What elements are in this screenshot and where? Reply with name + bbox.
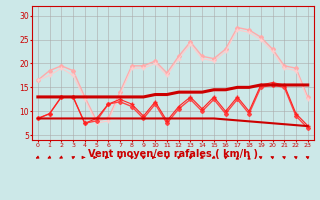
X-axis label: Vent moyen/en rafales ( km/h ): Vent moyen/en rafales ( km/h ): [88, 149, 258, 159]
